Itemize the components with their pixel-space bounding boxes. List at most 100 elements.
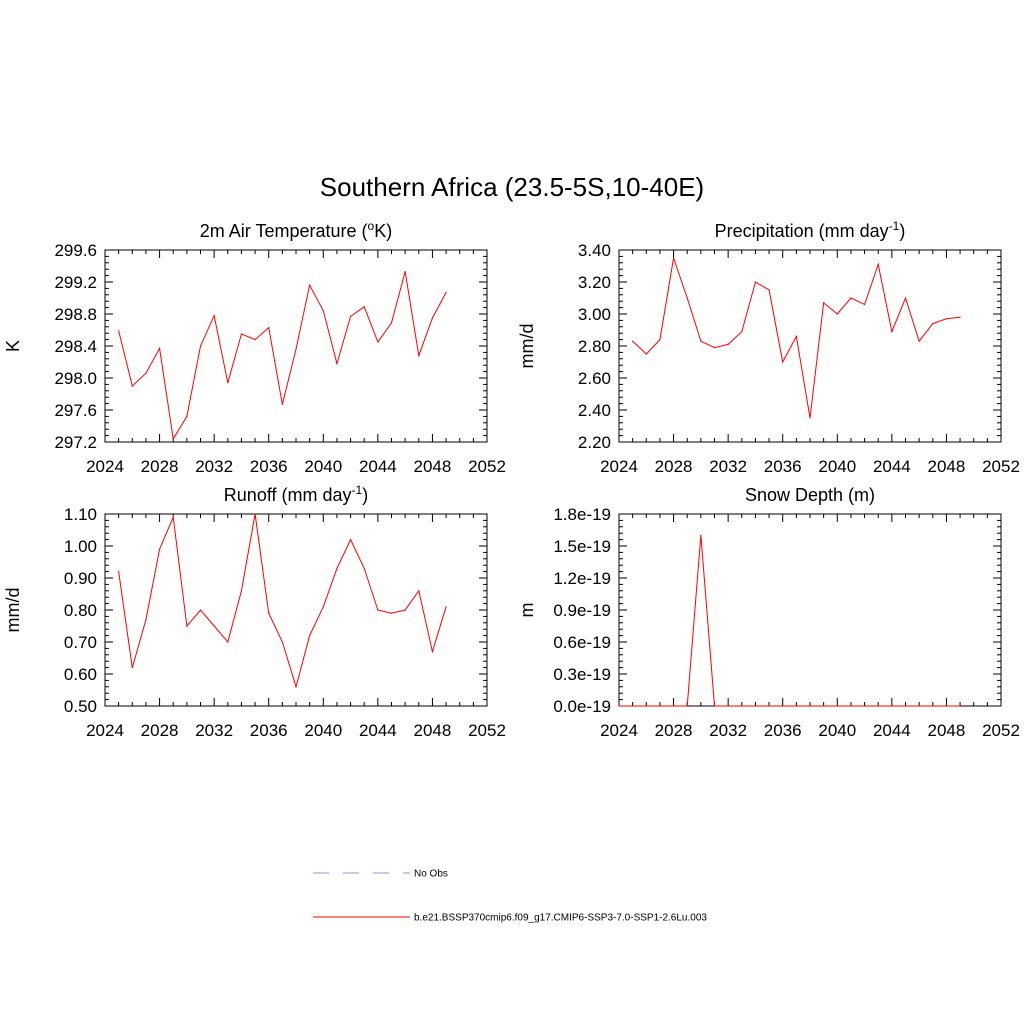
chart-1-data-point	[918, 340, 920, 342]
chart-1-title: Precipitation (mm day-1)	[715, 219, 906, 241]
chart-2-data-point	[336, 567, 338, 570]
chart-3-ylabel: m	[517, 603, 537, 618]
chart-1-data-point	[672, 257, 675, 259]
chart-3-data-point	[727, 705, 729, 707]
chart-3-y-tick-label: 1.8e-19	[553, 505, 611, 524]
chart-2-data-point	[295, 686, 297, 688]
chart-0-series-line	[118, 271, 447, 441]
chart-2-y-tick-label: 0.80	[64, 601, 97, 620]
chart-2-data-point	[404, 609, 406, 611]
chart-3-title: Snow Depth (m)	[745, 485, 875, 505]
chart-1-data-point	[727, 343, 729, 345]
chart-3-x-tick-label: 2024	[600, 721, 638, 740]
chart-3-data-point	[632, 705, 634, 707]
chart-1-x-tick-label: 2044	[873, 457, 911, 476]
chart-3-y-tick-label: 0.0e-19	[553, 697, 611, 716]
chart-0-data-point	[240, 333, 243, 335]
chart-1-y-tick-label: 2.40	[578, 401, 611, 420]
chart-2-data-point	[349, 539, 352, 541]
chart-2-data-point	[172, 516, 174, 518]
chart-3-data-point	[877, 705, 879, 707]
chart-0-data-point	[336, 363, 338, 365]
chart-0-x-tick-label: 2044	[359, 457, 397, 476]
chart-1-data-point	[945, 318, 948, 320]
chart-0-x-tick-label: 2036	[250, 457, 288, 476]
chart-3-data-point	[836, 705, 838, 707]
chart-3-y-tick-label: 0.6e-19	[553, 633, 611, 652]
chart-2-data-point	[309, 635, 311, 637]
panel-runoff: Runoff (mm day-1) mm/d 2024 2028 2032 2036 204…	[3, 483, 506, 740]
chart-2-y-tick-label: 1.00	[64, 537, 97, 556]
chart-2-x-tick-label: 2024	[86, 721, 124, 740]
chart-2-x-tick-label: 2048	[414, 721, 452, 740]
chart-3-series-line	[619, 535, 961, 707]
chart-2-y-tick-label: 0.60	[64, 665, 97, 684]
chart-1-data-point	[850, 297, 852, 299]
chart-0-x-tick-label: 2032	[195, 457, 233, 476]
chart-2-x-tick-label: 2036	[250, 721, 288, 740]
chart-2-data-point	[145, 619, 147, 621]
chart-0-y-tick-label: 298.8	[54, 305, 97, 324]
panel-snow-depth: Snow Depth (m) m 2024 2028 2032 2036 2040 2044 2…	[517, 485, 1020, 740]
chart-2-y-tick-label: 0.50	[64, 697, 97, 716]
chart-0-data-point	[322, 310, 324, 312]
chart-0-data-point	[199, 345, 202, 347]
chart-1-x-tick-label: 2048	[928, 457, 966, 476]
chart-2-y-tick-label: 0.70	[64, 633, 97, 652]
chart-0-data-point	[404, 271, 406, 273]
chart-3-x-tick-label: 2052	[982, 721, 1020, 740]
chart-1-data-point	[782, 361, 784, 363]
chart-3-data-point	[672, 705, 675, 707]
chart-0-data-point	[227, 382, 229, 384]
chart-2-data-point	[363, 567, 365, 570]
chart-2-series-line	[118, 513, 447, 689]
chart-0-data-point	[172, 438, 174, 440]
chart-0-data-point	[118, 330, 120, 332]
chart-1-data-point	[863, 303, 866, 305]
chart-0-data-point	[445, 291, 447, 293]
chart-3-data-point	[959, 705, 961, 707]
chart-1-x-tick-label: 2040	[818, 457, 856, 476]
chart-1-data-point	[904, 297, 907, 299]
chart-2-data-point	[390, 612, 393, 614]
chart-1-data-point	[754, 281, 757, 283]
chart-0-y-tick-label: 299.2	[54, 273, 97, 292]
chart-1-plot-frame	[618, 249, 1002, 443]
chart-0-title: 2m Air Temperature (oK)	[200, 219, 392, 241]
chart-1-x-tick-label: 2032	[709, 457, 747, 476]
chart-0-data-point	[377, 341, 379, 343]
chart-1-data-point	[823, 302, 825, 304]
chart-3-x-tick-label: 2036	[764, 721, 802, 740]
chart-3-data-point	[863, 705, 866, 707]
chart-0-x-tick-label: 2028	[141, 457, 179, 476]
chart-1-y-tick-label: 3.20	[578, 273, 611, 292]
chart-1-y-tick-label: 2.60	[578, 369, 611, 388]
chart-1-x-tick-label: 2036	[764, 457, 802, 476]
chart-1-x-tick-label: 2024	[600, 457, 638, 476]
chart-0-data-point	[363, 306, 365, 308]
chart-2-title: Runoff (mm day-1)	[224, 483, 368, 505]
chart-2-data-point	[158, 548, 161, 550]
chart-1-series-line	[632, 257, 961, 419]
chart-2-data-point	[240, 590, 243, 592]
chart-2-data-point	[227, 641, 229, 643]
chart-0-data-point	[431, 317, 434, 319]
chart-1-x-tick-label: 2052	[982, 457, 1020, 476]
chart-1-data-point	[713, 347, 716, 349]
chart-0-y-tick-label: 298.4	[54, 337, 97, 356]
chart-0-data-point	[131, 385, 133, 387]
chart-2-ylabel: mm/d	[3, 588, 23, 633]
chart-1-data-point	[836, 313, 838, 315]
chart-2-data-point	[322, 606, 324, 608]
legend-obs-label: No Obs	[414, 869, 448, 880]
chart-2-x-tick-label: 2032	[195, 721, 233, 740]
chart-0-data-point	[186, 415, 188, 417]
chart-3-data-point	[795, 705, 797, 707]
chart-0-data-point	[145, 372, 147, 374]
chart-3-data-point	[700, 534, 702, 536]
chart-0-data-point	[254, 339, 256, 341]
chart-2-data-point	[254, 513, 256, 515]
chart-3-data-point	[809, 705, 811, 707]
chart-0-y-tick-label: 299.6	[54, 241, 97, 260]
